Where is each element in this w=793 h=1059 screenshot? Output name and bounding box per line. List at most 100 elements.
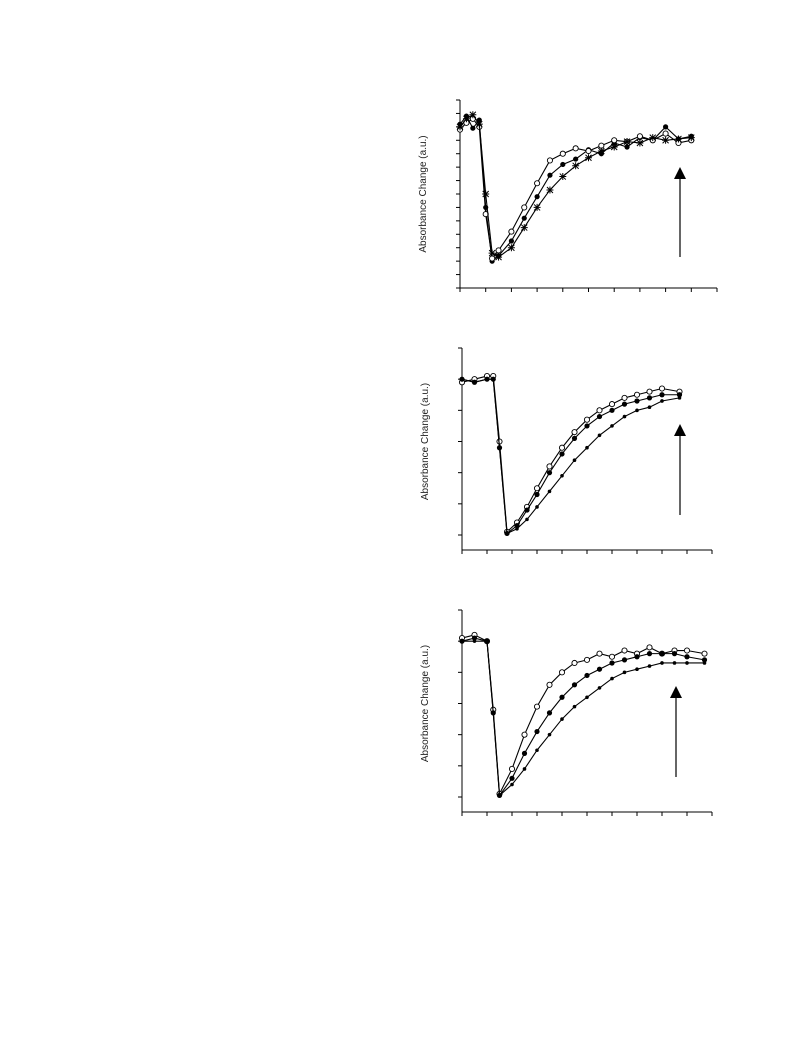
point (685, 661, 689, 665)
point (584, 672, 590, 679)
point (521, 731, 528, 738)
point (649, 134, 657, 142)
point (610, 424, 614, 428)
point (491, 711, 496, 715)
point (470, 125, 476, 131)
point (559, 694, 565, 700)
point (573, 156, 579, 162)
point (572, 704, 577, 709)
point (597, 686, 602, 690)
point (534, 728, 540, 735)
point (572, 162, 580, 170)
point (596, 407, 603, 414)
arrow-head (670, 686, 682, 698)
series-line (461, 634, 705, 796)
point (509, 775, 515, 781)
point (524, 507, 530, 513)
point (571, 659, 578, 667)
point (659, 651, 665, 657)
point (683, 647, 691, 654)
point (701, 650, 708, 657)
point (608, 653, 616, 660)
point (510, 782, 514, 787)
point (662, 136, 670, 144)
point (497, 793, 502, 798)
point (521, 750, 528, 756)
point (560, 717, 564, 721)
arrow-head (674, 167, 686, 179)
point (462, 115, 470, 123)
point (660, 399, 664, 403)
point (559, 173, 567, 181)
point (646, 651, 653, 657)
point (533, 703, 541, 710)
point (482, 190, 490, 198)
point (535, 748, 539, 753)
point (585, 695, 589, 700)
point (460, 639, 464, 643)
point (546, 463, 553, 470)
point (460, 377, 464, 381)
point (674, 135, 682, 143)
point (475, 120, 483, 128)
point (547, 732, 552, 737)
point (609, 660, 615, 666)
point (597, 147, 605, 155)
point (491, 377, 496, 381)
point (596, 413, 603, 420)
point (583, 416, 591, 423)
point (687, 134, 695, 142)
point (534, 180, 541, 187)
point (547, 172, 553, 178)
point (636, 139, 644, 147)
point (647, 405, 652, 410)
chart: Absorbance Change (a.u.) (420, 609, 713, 816)
point (571, 435, 578, 441)
point (572, 145, 579, 152)
point (572, 458, 577, 463)
point (662, 130, 669, 137)
y-axis-label: Absorbance Change (a.u.) (420, 383, 431, 500)
y-axis-label: Absorbance Change (a.u.) (420, 645, 431, 762)
point (546, 157, 554, 164)
point (702, 661, 707, 665)
point (521, 215, 527, 221)
point (535, 505, 539, 509)
point (508, 765, 516, 773)
point (633, 391, 641, 398)
point (597, 433, 602, 438)
point (598, 142, 605, 149)
point (658, 385, 666, 392)
point (672, 661, 677, 665)
point (623, 138, 631, 146)
arrow-head (674, 424, 686, 436)
point (684, 654, 690, 660)
point (624, 144, 630, 150)
point (534, 194, 540, 200)
point (471, 635, 478, 641)
point (585, 147, 592, 155)
series-line (461, 378, 680, 535)
series-line (459, 114, 692, 258)
point (495, 247, 502, 254)
point (533, 485, 541, 492)
point (489, 255, 496, 262)
point (608, 401, 616, 408)
point (495, 253, 503, 261)
point (621, 647, 628, 654)
point (497, 445, 502, 450)
point (547, 489, 552, 494)
point (546, 710, 553, 716)
point (659, 392, 665, 398)
point (522, 767, 527, 771)
point (558, 669, 566, 676)
point (701, 657, 708, 663)
point (663, 124, 669, 130)
point (647, 664, 652, 668)
point (634, 654, 640, 660)
point (636, 133, 643, 140)
point (521, 204, 528, 211)
point (546, 470, 553, 476)
series-line (459, 118, 692, 260)
